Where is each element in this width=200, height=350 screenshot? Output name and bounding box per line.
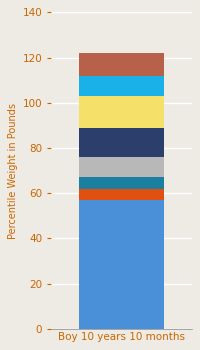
Bar	[79, 157, 164, 177]
Bar	[79, 53, 164, 76]
Bar	[79, 76, 164, 96]
Bar	[79, 189, 164, 200]
Y-axis label: Percentile Weight in Pounds: Percentile Weight in Pounds	[8, 103, 18, 239]
Bar	[79, 96, 164, 128]
Bar	[79, 128, 164, 157]
Bar	[79, 177, 164, 189]
Bar	[79, 200, 164, 329]
